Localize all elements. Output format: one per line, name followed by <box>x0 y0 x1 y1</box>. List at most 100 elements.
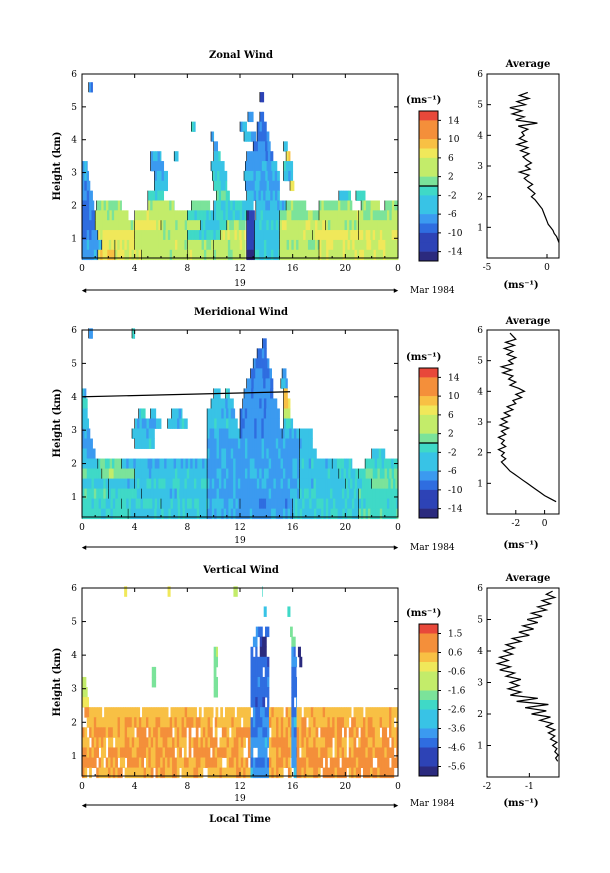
zonal-heatmap-cell <box>319 230 323 241</box>
meridional-heatmap-cell <box>370 468 374 479</box>
zonal-heatmap-cell <box>153 220 157 231</box>
meridional-reference-line <box>83 391 291 398</box>
meridional-heatmap-cell <box>86 438 90 449</box>
zonal-heatmap-cell <box>370 220 374 231</box>
zonal-heatmap-cell <box>256 151 259 162</box>
vertical-heatmap-cell <box>320 747 324 758</box>
zonal-heatmap-cell <box>174 249 178 261</box>
vertical-colorbar-tick-label: -5.6 <box>448 763 466 773</box>
vertical-heatmap-cell <box>303 747 307 758</box>
meridional-heatmap-cell <box>357 478 360 490</box>
meridional-heatmap-cell <box>282 458 286 469</box>
zonal-heatmap-cell <box>278 239 280 251</box>
zonal-heatmap-cell <box>330 210 334 221</box>
vertical-heatmap-cell <box>313 717 316 728</box>
meridional-heatmap-cell <box>268 508 272 520</box>
zonal-heatmap-cell <box>243 131 247 142</box>
meridional-heatmap-cell <box>327 488 331 500</box>
meridional-heatmap-cell <box>381 458 385 469</box>
zonal-heatmap-cell <box>244 249 246 261</box>
zonal-heatmap-cell <box>218 151 221 162</box>
meridional-heatmap-cell <box>251 408 255 419</box>
zonal-heatmap-cell <box>348 190 351 201</box>
meridional-heatmap-cell <box>365 458 368 469</box>
meridional-heatmap-cell <box>377 508 381 520</box>
zonal-y-tick-label: 3 <box>71 169 77 179</box>
zonal-heatmap-cell <box>312 239 316 251</box>
zonal-heatmap-cell <box>305 239 309 251</box>
vertical-heatmap-cell <box>124 727 128 738</box>
vertical-heatmap-cell <box>172 717 175 728</box>
zonal-heatmap-cell <box>179 249 182 261</box>
meridional-heatmap-cell <box>244 418 248 429</box>
meridional-heatmap-cell <box>216 498 220 510</box>
meridional-heatmap-cell <box>270 378 274 389</box>
vertical-heatmap-cell <box>293 717 297 728</box>
vertical-heatmap-cell <box>124 737 128 748</box>
meridional-heatmap-cell <box>287 478 291 490</box>
meridional-heatmap-cell <box>306 508 310 520</box>
meridional-heatmap-cell <box>82 388 85 399</box>
meridional-heatmap-cell <box>259 438 262 449</box>
zonal-heatmap-cell <box>104 220 108 231</box>
meridional-heatmap-cell <box>313 448 317 459</box>
zonal-heatmap-cell <box>305 249 309 261</box>
vertical-heatmap-cell <box>267 737 270 748</box>
meridional-heatmap-cell <box>363 488 367 500</box>
zonal-heatmap-cell <box>345 200 348 211</box>
meridional-heatmap-cell <box>249 508 253 520</box>
vertical-heatmap-cell <box>358 767 362 779</box>
zonal-heatmap-cell <box>82 220 85 231</box>
zonal-heatmap-cell <box>258 190 262 201</box>
meridional-heatmap-cell <box>264 338 267 349</box>
meridional-heatmap-cell <box>257 358 261 369</box>
meridional-heatmap-cell <box>254 458 258 469</box>
vertical-heatmap-cell <box>100 717 104 728</box>
zonal-heatmap-cell <box>165 239 169 251</box>
vertical-heatmap-cell <box>267 626 270 638</box>
meridional-heatmap-cell <box>340 498 343 510</box>
meridional-average-x-tick-label: 0 <box>542 519 548 529</box>
vertical-heatmap-cell <box>265 626 268 638</box>
zonal-heatmap-cell <box>242 121 246 132</box>
meridional-heatmap-cell <box>303 428 307 439</box>
vertical-colorbar-tick-label: 1.5 <box>448 630 463 640</box>
zonal-heatmap-cell <box>116 220 120 231</box>
zonal-heatmap-cell <box>220 161 224 172</box>
vertical-heatmap-cell <box>243 757 246 769</box>
zonal-heatmap-cell <box>235 200 238 211</box>
vertical-heatmap-cell <box>203 707 207 718</box>
meridional-heatmap-cell <box>203 478 207 490</box>
vertical-heatmap-cell <box>308 707 312 718</box>
vertical-heatmap-cell <box>344 737 347 748</box>
meridional-heatmap-cell <box>254 468 258 479</box>
meridional-heatmap-cell <box>223 448 227 459</box>
meridional-heatmap-cell <box>242 408 246 419</box>
meridional-heatmap-cell <box>207 508 210 520</box>
zonal-heatmap-cell <box>119 239 123 251</box>
meridional-heatmap-cell <box>301 468 305 479</box>
meridional-heatmap-cell <box>254 488 258 500</box>
vertical-heatmap-cell <box>358 747 362 758</box>
meridional-heatmap-cell <box>144 418 147 429</box>
meridional-heatmap-cell <box>176 458 179 469</box>
meridional-colorbar-tick-label: -6 <box>448 467 457 477</box>
vertical-heatmap-cell <box>329 727 333 738</box>
meridional-heatmap-cell <box>339 488 343 500</box>
vertical-heatmap-cell <box>179 747 182 758</box>
zonal-heatmap-cell <box>173 200 175 211</box>
zonal-average-title: Average <box>505 59 551 70</box>
vertical-heatmap-cell <box>228 757 232 769</box>
zonal-heatmap-cell <box>237 200 241 211</box>
meridional-heatmap-cell <box>252 488 255 500</box>
zonal-heatmap-cell <box>201 239 205 251</box>
zonal-heatmap-cell <box>256 230 260 241</box>
meridional-heatmap-cell <box>316 498 320 510</box>
meridional-heatmap-cell <box>386 458 390 469</box>
zonal-heatmap-cell <box>82 249 85 261</box>
vertical-heatmap-cell <box>238 757 242 769</box>
zonal-heatmap-cell <box>362 190 366 201</box>
meridional-heatmap-cell <box>168 458 172 469</box>
meridional-heatmap-cell <box>171 458 175 469</box>
